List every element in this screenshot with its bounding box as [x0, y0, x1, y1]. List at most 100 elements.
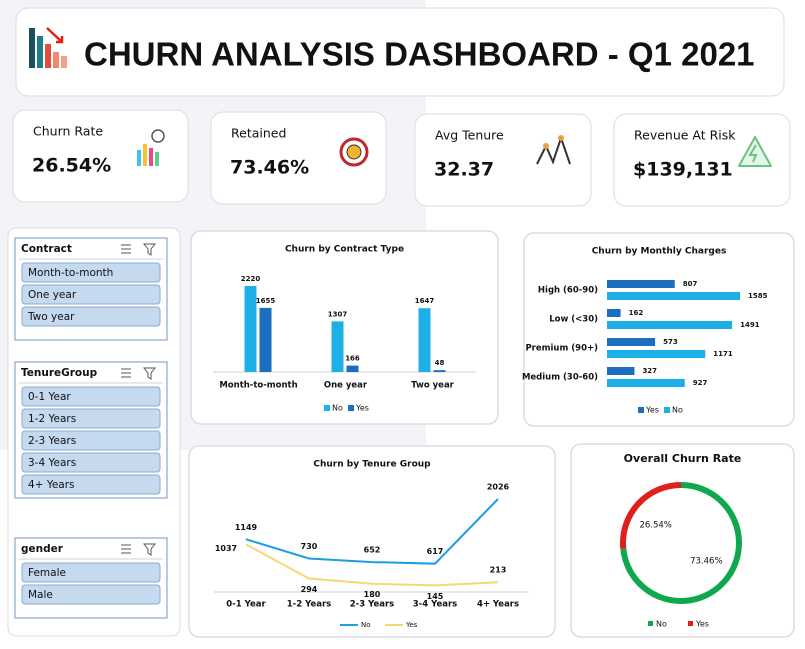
y-tick-label: High (60-90): [538, 286, 598, 296]
multi-select-icon[interactable]: [121, 368, 131, 378]
legend-swatch: [664, 407, 670, 413]
bar: [346, 365, 359, 372]
slicer-item-label: Two year: [27, 311, 75, 323]
bar: [244, 286, 257, 372]
bar: [607, 379, 685, 387]
chart-card: [190, 230, 499, 425]
kpi-label: Churn Rate: [33, 124, 103, 139]
bar: [607, 350, 706, 358]
data-label: 1647: [415, 297, 435, 305]
legend-label: Yes: [405, 621, 418, 629]
bar: [607, 280, 675, 288]
data-label: 1491: [740, 321, 760, 329]
data-label: 1655: [256, 297, 276, 305]
slicer-item-label: 2-3 Years: [28, 435, 76, 447]
slicer-item[interactable]: [21, 452, 161, 473]
data-label: 927: [693, 379, 708, 387]
slicer-item[interactable]: [21, 408, 161, 429]
bar: [607, 309, 621, 317]
bar: [607, 338, 656, 346]
data-label: 1171: [713, 350, 733, 358]
clear-filter-icon[interactable]: [142, 243, 157, 256]
line: [245, 498, 499, 565]
slicer-item-label: Month-to-month: [28, 267, 113, 279]
slicer-item[interactable]: [21, 584, 161, 605]
slicer-item-label: 1-2 Years: [28, 413, 76, 425]
data-label: 73.46%: [690, 556, 722, 566]
slicer-title: gender: [21, 543, 64, 555]
chart-card: [188, 445, 556, 638]
multi-select-icon[interactable]: [121, 544, 131, 554]
data-label: 145: [427, 592, 444, 601]
chart-card: [570, 443, 795, 638]
x-tick-label: 3-4 Years: [413, 600, 457, 610]
chart-title: Churn by Monthly Charges: [592, 247, 727, 257]
dashboard-title: CHURN ANALYSIS DASHBOARD - Q1 2021: [84, 36, 755, 73]
bar: [259, 307, 272, 372]
kpi-value: 73.46%: [230, 157, 309, 179]
x-tick-label: 1-2 Years: [287, 600, 331, 610]
legend-label: No: [361, 621, 371, 629]
data-label: 807: [683, 280, 698, 288]
kpi-label: Revenue At Risk: [634, 128, 736, 143]
data-label: 573: [663, 338, 678, 346]
kpi-card: [210, 111, 387, 205]
legend-swatch: [688, 621, 693, 626]
clear-filter-icon[interactable]: [142, 543, 157, 556]
chart-title: Overall Churn Rate: [624, 452, 742, 465]
kpi-card: [414, 113, 592, 207]
slicer-item-label: 3-4 Years: [28, 457, 76, 469]
chart-layer: Churn by Contract Type Month-to-month 2220…: [188, 230, 795, 638]
data-label: 652: [364, 546, 381, 555]
y-tick-label: Medium (30-60): [522, 373, 598, 383]
legend-swatch: [648, 621, 653, 626]
y-tick-label: Low (<30): [549, 315, 598, 325]
legend-label: Yes: [355, 404, 369, 413]
line: [245, 543, 499, 587]
y-tick-label: Premium (90+): [525, 344, 598, 354]
clear-filter-icon[interactable]: [142, 367, 157, 380]
slicer-layer: Contract Month-to-month One year Two year Te…: [14, 237, 168, 619]
x-tick-label: One year: [324, 381, 368, 391]
legend-swatch: [638, 407, 644, 413]
data-label: 2026: [487, 483, 510, 492]
slicer-item[interactable]: [21, 306, 161, 327]
chart-title: Churn by Contract Type: [285, 245, 404, 255]
bar: [433, 370, 446, 372]
kpi-label: Retained: [231, 126, 286, 141]
slicer-title: Contract: [21, 243, 72, 255]
x-tick-label: Two year: [411, 381, 455, 391]
slicer-item[interactable]: [21, 386, 161, 407]
bar: [607, 321, 733, 329]
bar: [418, 308, 431, 372]
slicer-item-label: One year: [28, 289, 77, 301]
slicer-title: TenureGroup: [21, 367, 98, 379]
kpi-layer: Churn Rate 26.54% Retained 73.46% Avg Tenure…: [12, 109, 791, 207]
title-icon: [29, 27, 67, 68]
slicer-item[interactable]: [21, 262, 161, 283]
data-label: 327: [642, 367, 657, 375]
data-label: 162: [629, 309, 644, 317]
bar: [607, 292, 740, 300]
legend-label: Yes: [645, 406, 659, 415]
slicer-item-label: 0-1 Year: [28, 391, 71, 403]
slicer-item[interactable]: [21, 284, 161, 305]
x-tick-label: 4+ Years: [477, 600, 519, 610]
x-tick-label: 0-1 Year: [226, 600, 266, 610]
x-tick-label: Month-to-month: [219, 381, 297, 391]
kpi-icons: [137, 129, 772, 167]
multi-select-icon[interactable]: [121, 244, 131, 254]
data-label: 26.54%: [639, 521, 671, 531]
data-label: 2220: [241, 275, 261, 283]
slicer-item[interactable]: [21, 562, 161, 583]
slicer-item[interactable]: [21, 430, 161, 451]
slicer-item[interactable]: [21, 474, 161, 495]
kpi-value: 32.37: [434, 159, 494, 181]
donut-slice: [620, 482, 742, 604]
chart-title: Churn by Tenure Group: [313, 460, 431, 470]
slicer-item-label: Female: [28, 567, 66, 579]
chart-card: [523, 232, 795, 427]
title-card: [15, 7, 785, 97]
